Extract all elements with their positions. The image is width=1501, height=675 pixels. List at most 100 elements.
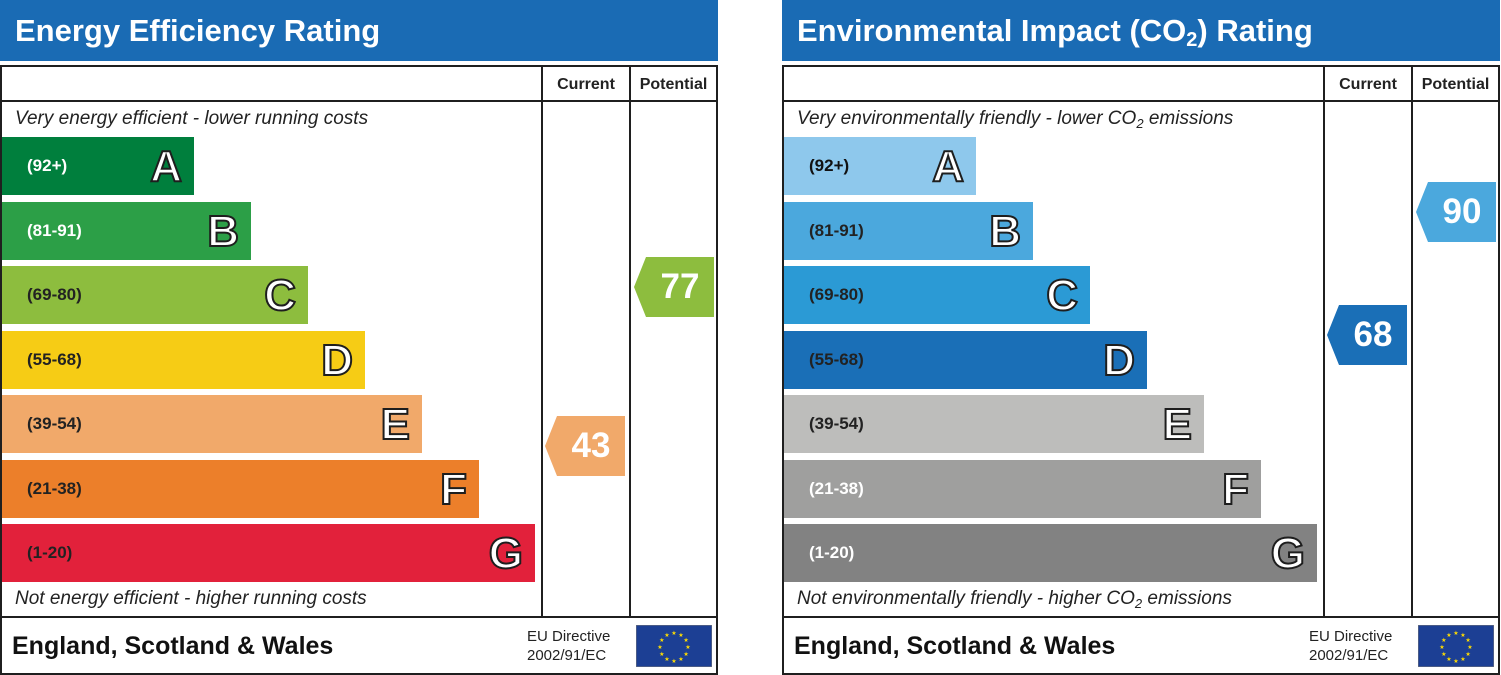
rating-band-g: (1-20) G <box>2 524 535 582</box>
header-rule <box>782 100 1500 102</box>
bottom-note: Not energy efficient - higher running co… <box>15 588 367 609</box>
rating-band-e: (39-54) E <box>2 395 422 453</box>
band-letter: E <box>1162 399 1193 450</box>
current-rating-arrow: 43 <box>545 416 625 476</box>
top-note-subscript: 2 <box>1136 116 1144 131</box>
eu-directive-line: EU Directive <box>527 628 611 645</box>
chart-title-main: Environmental Impact (CO <box>797 13 1187 48</box>
band-range-label: (69-80) <box>27 285 82 304</box>
rating-band-c: (69-80) C <box>784 266 1090 324</box>
flag-star-icon: ★ <box>1453 630 1458 637</box>
flag-star-icon: ★ <box>664 632 669 639</box>
flag-star-icon: ★ <box>671 630 676 637</box>
potential-rating-value: 77 <box>660 267 700 306</box>
top-note: Very environmentally friendly - lower CO… <box>797 108 1233 130</box>
band-range-label: (92+) <box>27 156 68 175</box>
flag-star-icon: ★ <box>1441 651 1446 658</box>
band-range-label: (39-54) <box>27 414 82 433</box>
environmental-impact-chart: Environmental Impact (CO2) Rating Curren… <box>782 0 1500 675</box>
band-letter: A <box>931 141 965 192</box>
band-range-label: (69-80) <box>809 285 864 304</box>
potential-rating-value: 90 <box>1442 192 1482 231</box>
flag-star-icon: ★ <box>1453 658 1458 665</box>
chart-title-end: ) Rating <box>1197 13 1313 48</box>
region-label: England, Scotland & Wales <box>794 632 1116 660</box>
rating-band-g: (1-20) G <box>784 524 1317 582</box>
current-rating-value: 68 <box>1353 315 1393 354</box>
rating-band-d: (55-68) D <box>2 331 365 389</box>
flag-star-icon: ★ <box>683 637 688 644</box>
potential-rating-arrow: 90 <box>1416 182 1496 242</box>
band-range-label: (55-68) <box>27 350 82 369</box>
energy-efficiency-chart: Energy Efficiency Rating Current Potenti… <box>0 0 718 675</box>
rating-band-a: (92+) A <box>2 137 194 195</box>
potential-column-header: Potential <box>639 76 708 93</box>
eu-flag-icon: ★ ★★★★★★★★★★★ <box>1418 625 1494 667</box>
chart-title: Environmental Impact (CO2) Rating <box>782 0 1500 61</box>
region-label: England, Scotland & Wales <box>12 632 334 660</box>
flag-star-icon: ★ <box>657 644 662 651</box>
band-range-label: (92+) <box>809 156 850 175</box>
band-letter: E <box>380 399 411 450</box>
header-rule <box>0 100 718 102</box>
band-letter: B <box>206 206 240 257</box>
chart-frame <box>0 65 718 675</box>
band-range-label: (1-20) <box>809 543 855 562</box>
chart-title: Energy Efficiency Rating <box>0 0 718 61</box>
eu-directive-number: 2002/91/EC <box>527 647 607 664</box>
band-letter: C <box>263 270 297 321</box>
potential-arrow-shape <box>634 257 714 317</box>
bottom-note: Not environmentally friendly - higher CO… <box>797 588 1232 610</box>
flag-star-icon: ★ <box>1439 644 1444 651</box>
eu-directive-text: EU Directive 2002/91/EC <box>1309 627 1392 665</box>
band-range-label: (21-38) <box>27 479 82 498</box>
chart-title-subscript: 2 <box>1186 29 1198 51</box>
band-letter: G <box>488 528 524 579</box>
flag-star-icon: ★ <box>671 658 676 665</box>
top-note-main: Very environmentally friendly - lower CO <box>797 108 1137 129</box>
rating-band-f: (21-38) F <box>784 460 1261 518</box>
flag-star-icon: ★ <box>685 644 690 651</box>
band-letter: D <box>320 335 354 386</box>
band-letter: A <box>149 141 183 192</box>
band-range-label: (81-91) <box>27 221 82 240</box>
flag-star-icon: ★ <box>678 656 683 663</box>
flag-star-icon: ★ <box>1460 656 1465 663</box>
footer-rule <box>0 616 718 618</box>
flag-star-icon: ★ <box>664 656 669 663</box>
footer-rule <box>782 616 1500 618</box>
rating-band-b: (81-91) B <box>784 202 1033 260</box>
top-note: Very energy efficient - lower running co… <box>15 108 369 129</box>
flag-star-icon: ★ <box>678 632 683 639</box>
flag-star-icon: ★ <box>1446 656 1451 663</box>
current-arrow-shape <box>1327 305 1407 365</box>
band-range-label: (21-38) <box>809 479 864 498</box>
flag-star-icon: ★ <box>659 637 664 644</box>
band-letter: G <box>1270 528 1306 579</box>
column-divider <box>629 65 631 618</box>
bottom-note-subscript: 2 <box>1134 596 1143 611</box>
band-letter: B <box>988 206 1022 257</box>
rating-band-b: (81-91) B <box>2 202 251 260</box>
eu-flag-icon: ★ ★★★★★★★★★★★ <box>636 625 712 667</box>
column-divider <box>1411 65 1413 618</box>
band-letter: F <box>1221 464 1250 515</box>
rating-band-f: (21-38) F <box>2 460 479 518</box>
column-divider <box>1323 65 1325 618</box>
top-note-end: emissions <box>1143 108 1234 129</box>
band-letter: F <box>439 464 468 515</box>
rating-band-c: (69-80) C <box>2 266 308 324</box>
band-letter: D <box>1102 335 1136 386</box>
band-range-label: (55-68) <box>809 350 864 369</box>
bottom-note-end: emissions <box>1142 588 1232 609</box>
current-column-header: Current <box>557 76 615 93</box>
flag-star-icon: ★ <box>1465 651 1470 658</box>
flag-star-icon: ★ <box>1460 632 1465 639</box>
potential-column-header: Potential <box>1421 76 1490 93</box>
band-range-label: (81-91) <box>809 221 864 240</box>
flag-star-icon: ★ <box>1441 637 1446 644</box>
current-arrow-shape <box>545 416 625 476</box>
rating-band-e: (39-54) E <box>784 395 1204 453</box>
current-rating-arrow: 68 <box>1327 305 1407 365</box>
band-range-label: (39-54) <box>809 414 864 433</box>
